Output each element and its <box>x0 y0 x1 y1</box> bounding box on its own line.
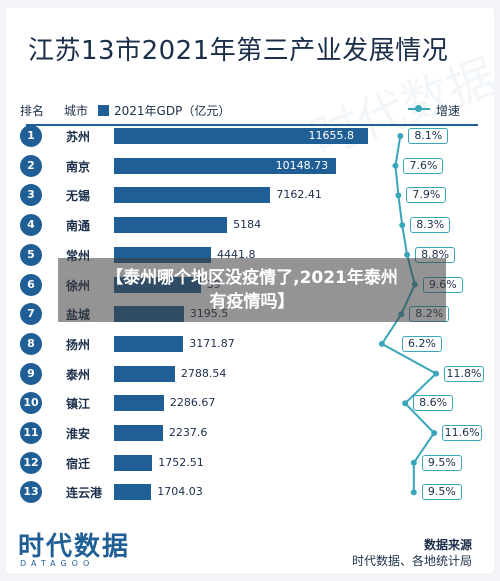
growth-point <box>395 192 402 199</box>
growth-point <box>378 340 385 347</box>
growth-rate-label: 8.6% <box>413 395 454 412</box>
growth-rate-label: 6.2% <box>402 335 442 352</box>
source-text: 时代数据、各地统计局 <box>351 554 472 568</box>
growth-point <box>433 370 440 377</box>
gdp-bar <box>114 395 164 412</box>
gdp-bar <box>114 157 336 174</box>
gdp-bar <box>114 454 153 471</box>
growth-rate-label: 11.6% <box>442 425 483 441</box>
growth-point <box>392 162 399 169</box>
rank-badge: 11 <box>20 422 42 444</box>
gdp-value-label: 2286.67 <box>169 396 216 410</box>
growth-point <box>402 400 409 407</box>
caption-overlay <box>58 258 446 322</box>
gdp-bar <box>114 425 163 441</box>
brand-logo-sub: DATAGOO <box>20 559 95 568</box>
city-label: 淮安 <box>66 427 91 441</box>
gdp-value-label: 1752.51 <box>158 455 204 469</box>
rank-badge: 1 <box>20 125 42 147</box>
caption-line-1: 【泰州哪个地区没疫情了,2021年泰州 <box>106 268 398 288</box>
gdp-bar <box>114 187 271 204</box>
growth-point <box>399 222 406 229</box>
city-label: 连云港 <box>66 486 103 501</box>
brand-logo: 时代数据 <box>18 532 131 562</box>
gdp-bar <box>114 484 152 501</box>
rank-badge: 12 <box>20 451 42 474</box>
growth-rate-label: 7.9% <box>406 187 447 204</box>
growth-rate-label: 11.8% <box>444 365 484 382</box>
growth-point <box>410 489 417 496</box>
growth-point <box>410 459 417 466</box>
city-label: 泰州 <box>66 367 91 382</box>
header-divider <box>26 124 478 126</box>
rank-badge: 7 <box>20 303 42 326</box>
city-label: 无锡 <box>66 189 91 204</box>
source-title: 数据来源 <box>423 538 472 552</box>
header-rank: 排名 <box>20 104 45 118</box>
legend-growth-label: 增速 <box>436 104 461 118</box>
gdp-bar <box>114 365 175 382</box>
growth-point <box>431 430 438 436</box>
gdp-value-label: 3171.87 <box>189 336 235 350</box>
gdp-value-label: 7162.41 <box>276 188 322 202</box>
rank-badge: 10 <box>20 392 42 415</box>
legend-gdp-swatch <box>98 105 109 116</box>
gdp-value-label: 2788.54 <box>180 366 227 380</box>
growth-point <box>397 133 404 139</box>
city-label: 扬州 <box>66 337 91 352</box>
rank-badge: 2 <box>20 154 42 177</box>
rank-badge: 5 <box>20 243 42 266</box>
growth-point <box>404 251 411 258</box>
rank-badge: 9 <box>20 362 42 385</box>
city-label: 宿迁 <box>66 456 91 471</box>
city-label: 南京 <box>66 159 91 174</box>
rank-badge: 13 <box>20 481 42 504</box>
gdp-value-label: 11655.8 <box>308 129 354 142</box>
city-label: 南通 <box>66 219 91 234</box>
gdp-bar <box>114 217 228 234</box>
city-label: 镇江 <box>66 397 91 412</box>
gdp-value-label: 2237.6 <box>168 426 208 439</box>
legend-growth-marker <box>415 105 422 112</box>
gdp-value-label: 10148.73 <box>275 158 329 172</box>
header-city: 城市 <box>64 104 89 118</box>
growth-rate-label: 7.6% <box>403 157 444 174</box>
gdp-value-label: 5184 <box>233 218 262 232</box>
chart-title: 江苏13市2021年第三产业发展情况 <box>28 36 449 66</box>
growth-rate-label: 8.1% <box>408 128 449 144</box>
gdp-value-label: 1704.03 <box>157 485 203 499</box>
gdp-value-label: 4441.8 <box>216 247 256 261</box>
city-label: 苏州 <box>66 130 91 144</box>
rank-badge: 3 <box>20 184 42 207</box>
growth-rate-label: 9.5% <box>421 484 462 501</box>
growth-rate-label: 9.5% <box>421 454 462 471</box>
rank-badge: 4 <box>20 214 42 237</box>
caption-text: 【泰州哪个地区没疫情了,2021年泰州 有疫情吗】 <box>58 266 446 314</box>
rank-badge: 6 <box>20 273 42 296</box>
gdp-bar <box>114 128 369 144</box>
legend-gdp-label: 2021年GDP（亿元） <box>114 104 231 118</box>
gdp-bar <box>114 335 184 352</box>
caption-line-2: 有疫情吗】 <box>209 292 295 312</box>
growth-rate-label: 8.3% <box>410 217 451 234</box>
rank-badge: 8 <box>20 332 42 355</box>
